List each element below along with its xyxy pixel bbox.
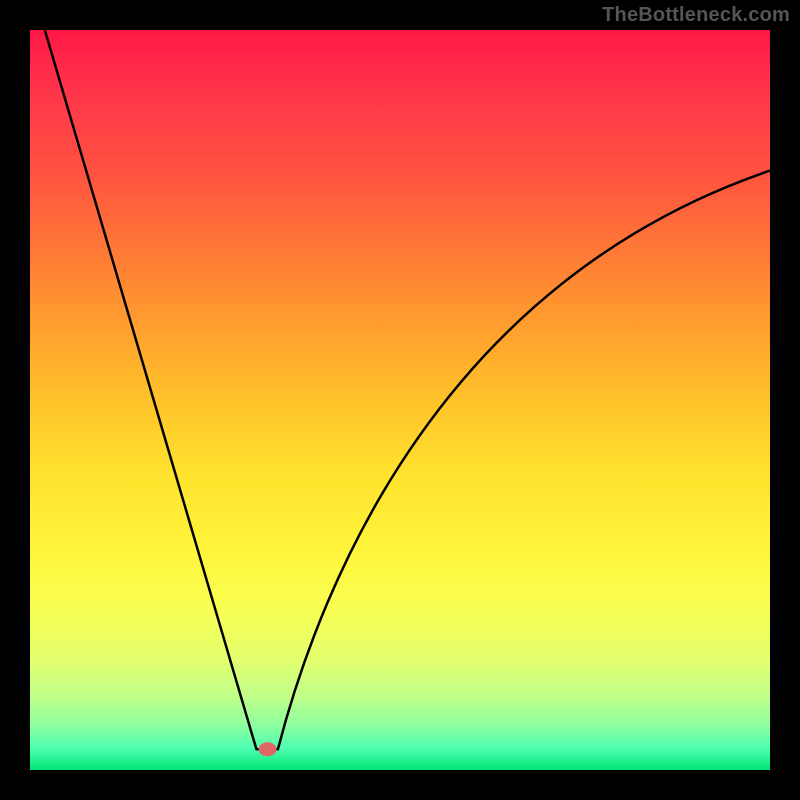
optimum-marker <box>259 742 277 756</box>
chart-frame: TheBottleneck.com <box>0 0 800 800</box>
gradient-background <box>30 30 770 770</box>
watermark-text: TheBottleneck.com <box>602 4 790 27</box>
plot-svg <box>30 30 770 770</box>
plot-area <box>30 30 770 770</box>
